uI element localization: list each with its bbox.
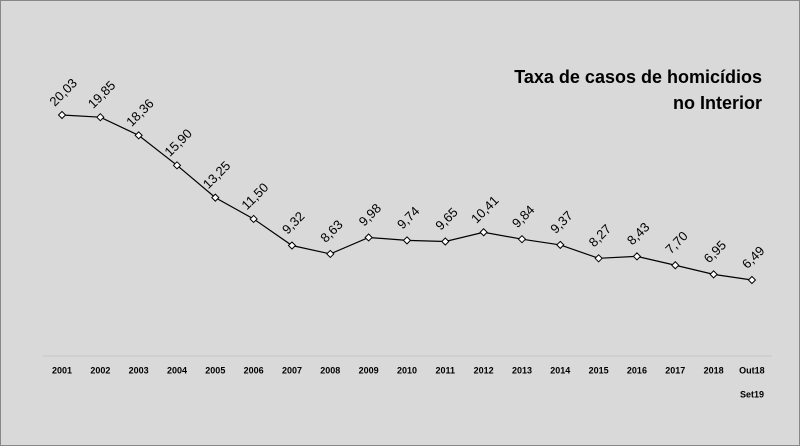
marker xyxy=(134,131,143,140)
marker xyxy=(172,161,182,170)
x-tick-label: 2002 xyxy=(90,365,110,375)
x-tick-label: 2012 xyxy=(474,365,494,375)
marker xyxy=(364,233,373,242)
marker xyxy=(594,254,603,263)
marker xyxy=(479,228,488,237)
marker xyxy=(96,112,105,122)
x-tick-label: 2017 xyxy=(665,365,685,375)
x-tick-label: 2009 xyxy=(359,365,379,375)
marker xyxy=(632,252,642,261)
marker xyxy=(747,275,757,285)
x-tick-label: Out18 xyxy=(739,365,765,375)
x-tick-label: 2008 xyxy=(320,365,340,375)
marker xyxy=(517,234,527,244)
x-tick-label: 2016 xyxy=(627,365,647,375)
marker xyxy=(249,214,258,224)
marker xyxy=(402,236,412,245)
chart-title: no Interior xyxy=(673,93,762,113)
marker xyxy=(211,193,220,202)
marker xyxy=(287,241,297,250)
x-tick-label: 2001 xyxy=(52,365,72,375)
x-tick-label: 2003 xyxy=(129,365,149,375)
x-tick-label: 2014 xyxy=(550,365,570,375)
marker xyxy=(709,270,718,279)
chart-title: Taxa de casos de homicídios xyxy=(514,67,762,87)
x-tick-label: 2005 xyxy=(205,365,225,375)
x-tick-label: 2004 xyxy=(167,365,187,375)
x-tick-label: 2006 xyxy=(244,365,264,375)
x-annotation: Set19 xyxy=(740,389,764,399)
x-tick-label: 2018 xyxy=(704,365,724,375)
marker xyxy=(671,261,680,270)
marker xyxy=(57,110,67,120)
x-tick-label: 2007 xyxy=(282,365,302,375)
marker xyxy=(441,237,450,246)
marker xyxy=(326,249,335,259)
x-tick-label: 2010 xyxy=(397,365,417,375)
x-tick-label: 2015 xyxy=(589,365,609,375)
marker xyxy=(556,240,565,250)
x-tick-label: 2013 xyxy=(512,365,532,375)
x-tick-label: 2011 xyxy=(436,365,456,375)
